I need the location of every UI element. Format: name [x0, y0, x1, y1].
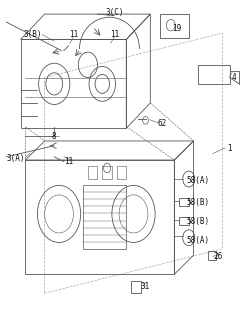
Text: 19: 19: [172, 24, 181, 33]
Text: 62: 62: [158, 119, 167, 128]
Text: 11: 11: [69, 30, 78, 39]
Text: 3(B): 3(B): [23, 30, 42, 39]
Text: 4: 4: [232, 73, 237, 82]
Bar: [83, 185, 126, 249]
Bar: [131, 281, 141, 293]
Text: 58(B): 58(B): [187, 217, 210, 226]
Bar: [117, 166, 126, 179]
Bar: [179, 198, 189, 206]
Bar: [208, 251, 216, 260]
Text: 58(A): 58(A): [187, 176, 210, 185]
Text: 3(C): 3(C): [105, 8, 123, 17]
Bar: [160, 14, 189, 38]
Text: 26: 26: [213, 252, 222, 261]
Text: 31: 31: [141, 282, 150, 292]
Text: 58(B): 58(B): [187, 198, 210, 207]
Bar: [88, 166, 97, 179]
Text: 8: 8: [52, 132, 57, 141]
Bar: [102, 166, 112, 179]
Text: 1: 1: [227, 144, 232, 153]
Text: 58(A): 58(A): [187, 236, 210, 245]
Text: 3(A): 3(A): [7, 154, 25, 163]
Bar: [179, 217, 189, 225]
Text: 11: 11: [64, 157, 73, 166]
Text: 11: 11: [110, 30, 119, 39]
